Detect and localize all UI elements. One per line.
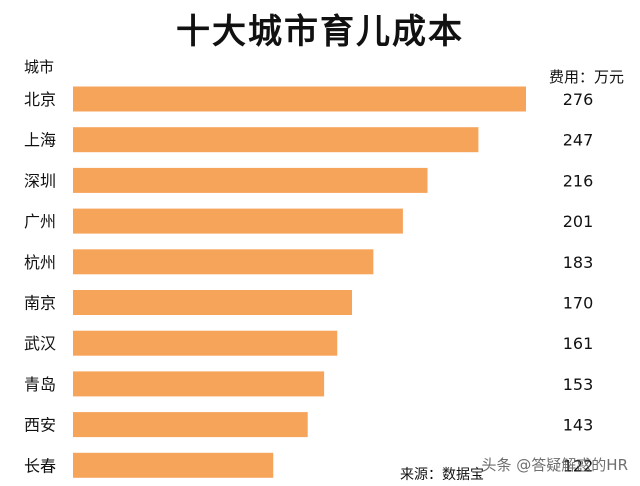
source-label: 来源：数据宝 [400,467,484,483]
value-label-4: 183 [563,253,594,272]
value-label-7: 153 [563,375,594,394]
category-label-0: 北京 [24,90,56,109]
value-label-3: 201 [563,212,594,231]
category-label-1: 上海 [24,131,56,150]
category-label-5: 南京 [24,294,56,313]
category-label-7: 青岛 [24,375,56,394]
category-label-8: 西安 [24,416,56,435]
bar-5 [73,290,353,315]
bar-0 [73,86,526,112]
category-label-3: 广州 [24,212,56,231]
bar-2 [73,167,428,193]
bar-4 [73,249,374,275]
bar-1 [73,127,479,153]
value-label-9: 122 [563,456,594,475]
value-label-2: 216 [563,171,594,190]
category-label-2: 深圳 [24,171,56,190]
bar-7 [73,371,325,397]
category-label-9: 长春 [24,456,56,475]
category-label-4: 杭州 [24,253,56,272]
value-label-5: 170 [563,294,594,313]
bar-6 [73,330,338,356]
value-label-6: 161 [563,334,594,353]
value-label-1: 247 [563,131,594,150]
bar-9 [73,452,274,478]
value-label-8: 143 [563,416,594,435]
unit-label: 费用：万元 [548,68,624,86]
category-axis-header: 城市 [24,58,55,76]
bar-3 [73,208,403,234]
bar-8 [73,412,308,438]
watermark: 头条 @答疑解惑的HR [481,456,628,474]
chart-title: 十大城市育儿成本 [176,12,464,52]
category-label-6: 武汉 [24,334,56,353]
value-label-0: 276 [563,90,594,109]
